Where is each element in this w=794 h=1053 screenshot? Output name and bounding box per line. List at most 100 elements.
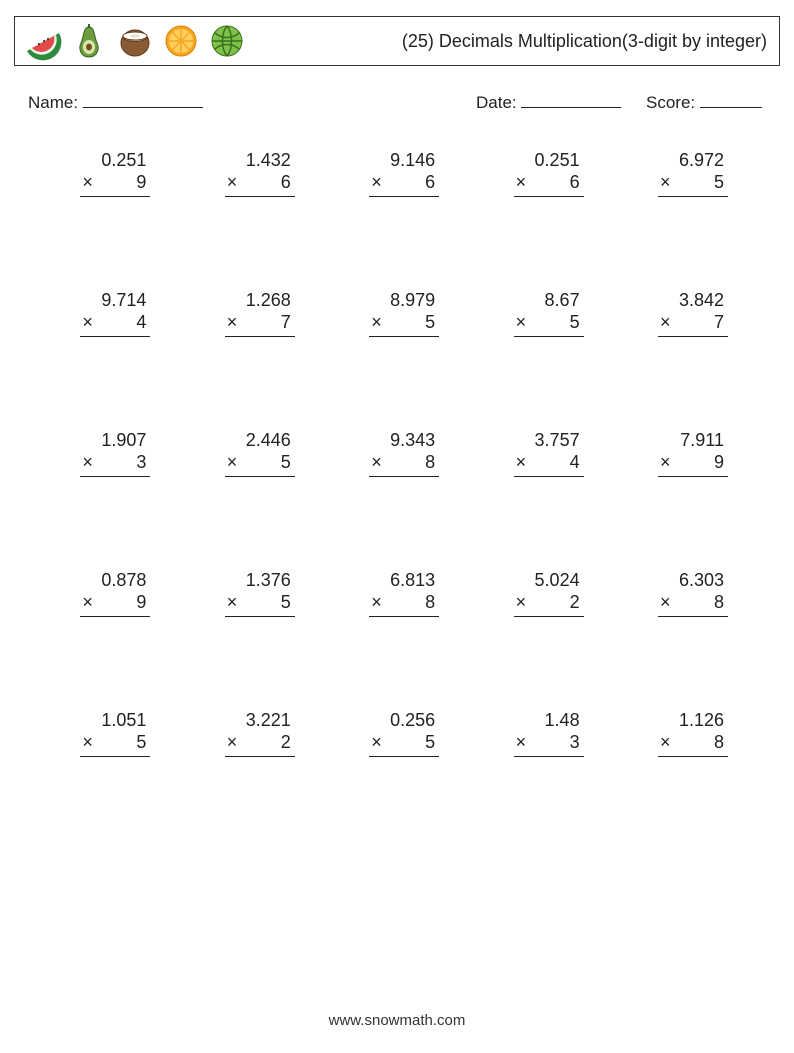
problem-stack: 1.376×5 bbox=[225, 569, 295, 617]
problem-stack: 7.911×9 bbox=[658, 429, 728, 477]
multiplier-row: ×5 bbox=[225, 591, 295, 617]
multiplicand: 6.303 bbox=[658, 569, 728, 592]
operator: × bbox=[82, 451, 103, 474]
operator: × bbox=[660, 451, 681, 474]
multiplier: 5 bbox=[570, 311, 580, 334]
problem: 9.146×6 bbox=[325, 149, 469, 197]
operator: × bbox=[516, 591, 537, 614]
problem: 0.256×5 bbox=[325, 709, 469, 757]
multiplier: 9 bbox=[136, 591, 146, 614]
date-field: Date: bbox=[476, 90, 646, 113]
problem: 1.051×5 bbox=[36, 709, 180, 757]
multiplier-row: ×5 bbox=[369, 731, 439, 757]
operator: × bbox=[516, 311, 537, 334]
problem-stack: 9.343×8 bbox=[369, 429, 439, 477]
operator: × bbox=[227, 311, 248, 334]
multiplicand: 1.376 bbox=[225, 569, 295, 592]
name-blank[interactable] bbox=[83, 90, 203, 108]
multiplier-row: ×3 bbox=[514, 731, 584, 757]
operator: × bbox=[660, 591, 681, 614]
operator: × bbox=[82, 731, 103, 754]
multiplier: 5 bbox=[136, 731, 146, 754]
operator: × bbox=[660, 311, 681, 334]
problem-stack: 6.303×8 bbox=[658, 569, 728, 617]
multiplicand: 1.48 bbox=[514, 709, 584, 732]
problem-stack: 8.67×5 bbox=[514, 289, 584, 337]
problem: 0.251×9 bbox=[36, 149, 180, 197]
orange-icon bbox=[161, 21, 201, 61]
multiplier-row: ×5 bbox=[80, 731, 150, 757]
problem-stack: 1.268×7 bbox=[225, 289, 295, 337]
date-blank[interactable] bbox=[521, 90, 621, 108]
problem-stack: 1.48×3 bbox=[514, 709, 584, 757]
problem: 2.446× 5 bbox=[180, 429, 324, 477]
fruit-icon-row bbox=[23, 21, 247, 61]
multiplier-row: ×5 bbox=[369, 311, 439, 337]
operator: × bbox=[227, 451, 248, 474]
multiplicand: 2.446 bbox=[225, 429, 295, 452]
multiplier-row: ×2 bbox=[225, 731, 295, 757]
multiplicand: 1.268 bbox=[225, 289, 295, 312]
multiplier: 3 bbox=[570, 731, 580, 754]
multiplier: 8 bbox=[425, 451, 435, 474]
operator: × bbox=[371, 591, 392, 614]
coconut-icon bbox=[115, 21, 155, 61]
multiplier-row: ×8 bbox=[369, 591, 439, 617]
problem: 9.714×4 bbox=[36, 289, 180, 337]
multiplier-row: ×4 bbox=[514, 451, 584, 477]
multiplier: 8 bbox=[425, 591, 435, 614]
operator: × bbox=[82, 171, 103, 194]
multiplier-row: ×9 bbox=[80, 171, 150, 197]
problem: 8.979×5 bbox=[325, 289, 469, 337]
problem: 5.024×2 bbox=[469, 569, 613, 617]
melon-icon bbox=[207, 21, 247, 61]
multiplicand: 3.221 bbox=[225, 709, 295, 732]
multiplier: 5 bbox=[425, 311, 435, 334]
problem-grid: 0.251×91.432×69.146×60.251×66.972×59.714… bbox=[14, 149, 780, 757]
operator: × bbox=[516, 451, 537, 474]
operator: × bbox=[82, 591, 103, 614]
operator: × bbox=[516, 731, 537, 754]
multiplicand: 8.67 bbox=[514, 289, 584, 312]
multiplier: 6 bbox=[570, 171, 580, 194]
multiplicand: 9.714 bbox=[80, 289, 150, 312]
problem-stack: 3.842×7 bbox=[658, 289, 728, 337]
multiplier: 5 bbox=[714, 171, 724, 194]
multiplier-row: ×2 bbox=[514, 591, 584, 617]
multiplicand: 1.907 bbox=[80, 429, 150, 452]
multiplicand: 5.024 bbox=[514, 569, 584, 592]
multiplicand: 7.911 bbox=[658, 429, 728, 452]
multiplier-row: ×4 bbox=[80, 311, 150, 337]
problem: 8.67×5 bbox=[469, 289, 613, 337]
operator: × bbox=[660, 731, 681, 754]
operator: × bbox=[371, 731, 392, 754]
problem-stack: 1.051×5 bbox=[80, 709, 150, 757]
header-bar: (25) Decimals Multiplication(3-digit by … bbox=[14, 16, 780, 66]
footer: www.snowmath.com bbox=[0, 1012, 794, 1029]
problem: 9.343×8 bbox=[325, 429, 469, 477]
problem-stack: 3.757×4 bbox=[514, 429, 584, 477]
watermelon-icon bbox=[23, 21, 63, 61]
multiplier-row: ×8 bbox=[658, 591, 728, 617]
problem-stack: 2.446× 5 bbox=[225, 429, 295, 477]
multiplier-row: ×9 bbox=[80, 591, 150, 617]
multiplier: 2 bbox=[570, 591, 580, 614]
score-label: Score: bbox=[646, 93, 695, 112]
operator: × bbox=[660, 171, 681, 194]
multiplier-row: ×5 bbox=[514, 311, 584, 337]
problem: 1.907×3 bbox=[36, 429, 180, 477]
multiplier: 6 bbox=[425, 171, 435, 194]
multiplier: 9 bbox=[136, 171, 146, 194]
operator: × bbox=[82, 311, 103, 334]
problem-stack: 6.972×5 bbox=[658, 149, 728, 197]
operator: × bbox=[227, 591, 248, 614]
problem-stack: 8.979×5 bbox=[369, 289, 439, 337]
multiplier: 4 bbox=[570, 451, 580, 474]
score-blank[interactable] bbox=[700, 90, 762, 108]
problem-stack: 6.813×8 bbox=[369, 569, 439, 617]
multiplier-row: ×8 bbox=[369, 451, 439, 477]
problem-stack: 5.024×2 bbox=[514, 569, 584, 617]
problem: 7.911×9 bbox=[614, 429, 758, 477]
multiplier: 5 bbox=[281, 451, 291, 474]
problem: 1.376×5 bbox=[180, 569, 324, 617]
